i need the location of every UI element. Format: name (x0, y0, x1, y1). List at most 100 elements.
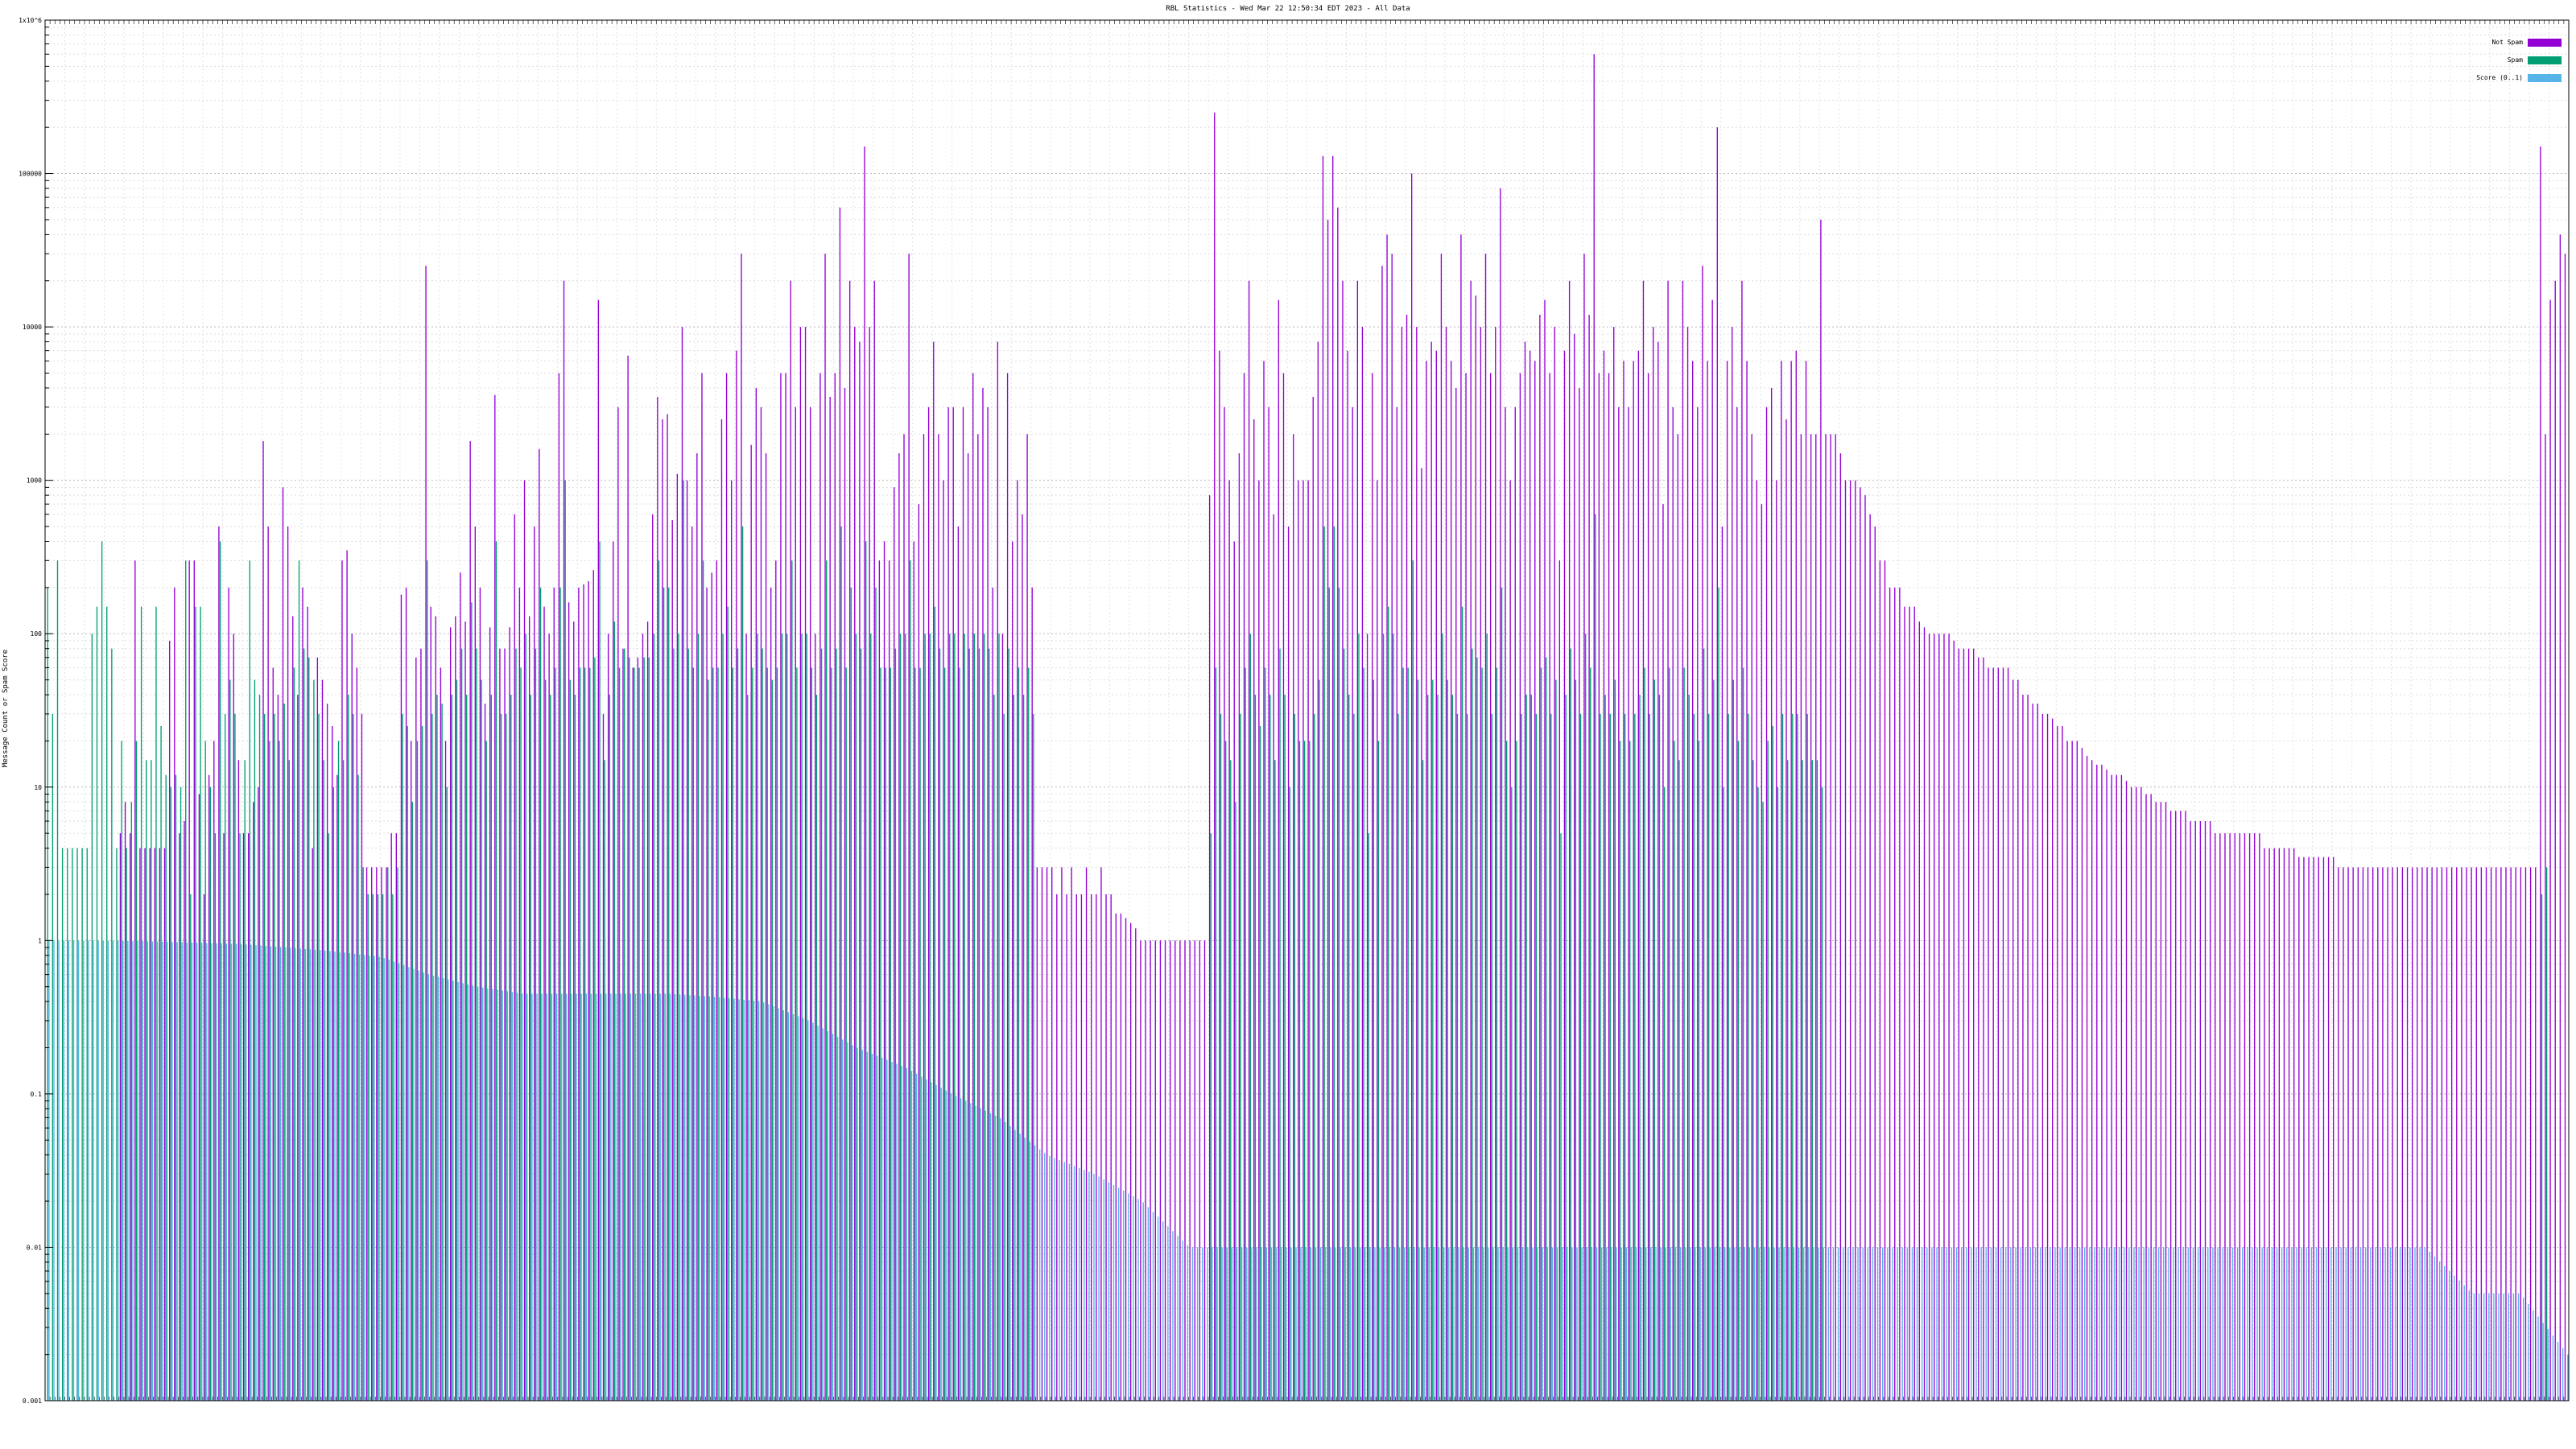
bar-not-spam (1026, 434, 1028, 1401)
bar-not-spam (1356, 280, 1358, 1401)
legend-label-score: Score (0..1) (2476, 74, 2523, 81)
y-tick-label: 100000 (19, 171, 42, 178)
bar-not-spam (499, 648, 501, 1401)
bar-not-spam (1682, 280, 1684, 1401)
bar-not-spam (1036, 867, 1038, 1401)
bar-spam (919, 667, 921, 1401)
bar-spam (968, 648, 970, 1401)
bar-spam (1422, 760, 1424, 1401)
bar-score (142, 941, 143, 1401)
bar-score (985, 1110, 986, 1401)
bar-spam (865, 541, 867, 1401)
bar-spam (692, 667, 695, 1401)
bar-spam (1693, 713, 1695, 1401)
bar-not-spam (1470, 280, 1472, 1401)
bar-not-spam (1208, 495, 1211, 1401)
bar-spam (786, 634, 788, 1401)
bar-spam (397, 867, 398, 1401)
bar-not-spam (179, 833, 180, 1401)
bar-not-spam (2091, 760, 2093, 1401)
bar-score (1389, 1247, 1391, 1401)
bar-not-spam (2382, 867, 2384, 1401)
bar-not-spam (1751, 434, 1752, 1401)
bar-not-spam (927, 407, 930, 1401)
bar-score (1542, 1247, 1543, 1401)
bar-spam (875, 587, 877, 1401)
bar-not-spam (2185, 811, 2186, 1401)
bar-score (502, 990, 503, 1401)
bar-not-spam (2475, 867, 2477, 1401)
bar-spam (973, 634, 976, 1401)
bar-score (743, 999, 745, 1401)
bar-spam (416, 741, 419, 1401)
bar-score (2217, 1247, 2219, 1401)
bar-score (2542, 1323, 2544, 1401)
bar-not-spam (2446, 867, 2448, 1401)
bar-score (2286, 1247, 2288, 1401)
bar-score (408, 967, 410, 1401)
bar-not-spam (1583, 254, 1585, 1402)
bar-not-spam (1746, 361, 1748, 1401)
bar-spam (604, 760, 605, 1401)
bar-score (1246, 1247, 1248, 1401)
bar-spam (209, 786, 211, 1401)
bar-score (782, 1009, 784, 1401)
bar-score (1295, 1247, 1297, 1401)
bar-not-spam (376, 867, 378, 1401)
bar-spam (993, 695, 995, 1401)
bar-not-spam (365, 867, 368, 1401)
bar-score (235, 943, 237, 1401)
bar-not-spam (1539, 315, 1541, 1401)
bar-not-spam (1894, 587, 1896, 1401)
bar-score (2064, 1247, 2066, 1401)
bar-not-spam (1874, 526, 1876, 1401)
bar-score (718, 997, 720, 1401)
bar-not-spam (2529, 867, 2532, 1401)
bar-score (787, 1012, 790, 1401)
bar-not-spam (908, 254, 910, 1402)
bar-spam (214, 833, 217, 1401)
bar-not-spam (1692, 361, 1694, 1401)
bar-not-spam (1293, 434, 1294, 1401)
bar-spam (545, 679, 547, 1401)
bar-spam (1373, 679, 1375, 1401)
bar-spam (880, 667, 881, 1401)
bar-score (112, 940, 114, 1401)
bar-spam (1377, 741, 1380, 1401)
bar-score (822, 1028, 824, 1401)
bar-score (1753, 1247, 1756, 1401)
bar-score (541, 993, 543, 1401)
bar-score (935, 1084, 937, 1401)
bar-spam (185, 560, 187, 1401)
bar-not-spam (479, 587, 481, 1401)
bar-not-spam (1642, 280, 1645, 1401)
bar-not-spam (1046, 867, 1048, 1401)
bar-score (1739, 1247, 1740, 1401)
bar-spam (831, 667, 832, 1401)
bar-score (896, 1063, 898, 1401)
bar-spam (1461, 606, 1463, 1401)
bar-spam (244, 760, 246, 1401)
bar-score (1951, 1247, 1953, 1401)
bar-spam (1476, 657, 1478, 1401)
bar-not-spam (474, 526, 476, 1401)
bar-spam (56, 560, 59, 1401)
bar-spam (441, 704, 443, 1401)
bar-score (2108, 1247, 2111, 1401)
bar-spam (924, 634, 926, 1401)
bar-score (1088, 1171, 1090, 1401)
bar-spam (106, 606, 108, 1401)
bar-spam (539, 587, 542, 1401)
bar-spam (130, 802, 133, 1401)
bar-score (2054, 1247, 2056, 1401)
bar-not-spam (1913, 606, 1915, 1401)
bar-spam (476, 648, 477, 1401)
bar-score (2488, 1293, 2490, 1401)
bar-spam (983, 634, 985, 1401)
bar-score (2567, 1354, 2569, 1401)
bar-score (2143, 1247, 2145, 1401)
bar-spam (1718, 587, 1719, 1401)
bar-spam (815, 695, 818, 1401)
bar-not-spam (237, 760, 240, 1401)
bar-score (2202, 1247, 2204, 1401)
